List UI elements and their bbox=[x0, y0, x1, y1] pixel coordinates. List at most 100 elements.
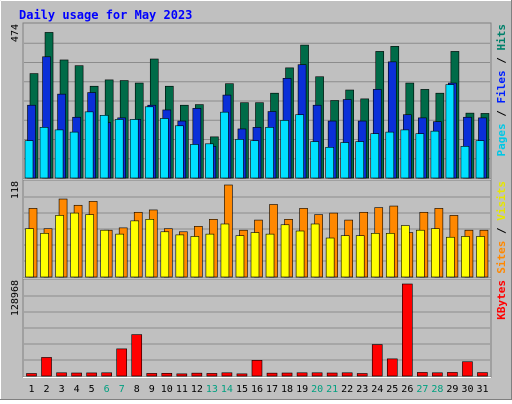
bar-pages-day-21 bbox=[325, 147, 334, 179]
legend-sites: Sites bbox=[495, 241, 508, 274]
bar-kbytes-day-4 bbox=[71, 372, 82, 377]
bar-sites-day-31 bbox=[476, 236, 485, 278]
legend-separator: / bbox=[495, 104, 508, 124]
bar-kbytes-day-8 bbox=[131, 334, 143, 377]
bar-kbytes-day-16 bbox=[251, 360, 263, 377]
x-tick-label-day-10: 10 bbox=[161, 384, 173, 395]
bar-sites-day-29 bbox=[446, 236, 455, 278]
bar-pages-day-16 bbox=[250, 140, 259, 179]
bar-sites-day-11 bbox=[175, 234, 185, 278]
x-tick-label-day-21: 21 bbox=[326, 384, 338, 395]
x-tick-label-day-25: 25 bbox=[386, 384, 398, 395]
bar-pages-day-18 bbox=[280, 120, 289, 179]
legend-files: Files bbox=[495, 70, 508, 103]
chart-panels: 474 Pages / Files / Hits 118 Sites / Visits… bbox=[10, 22, 508, 378]
bar-kbytes-day-26 bbox=[402, 283, 413, 377]
bar-kbytes-day-29 bbox=[447, 372, 458, 377]
bar-sites-day-3 bbox=[55, 215, 64, 278]
x-tick-label-day-27: 27 bbox=[416, 384, 428, 395]
bar-sites-day-15 bbox=[235, 235, 245, 278]
bar-kbytes-day-15 bbox=[236, 373, 248, 377]
bar-kbytes-day-22 bbox=[341, 372, 353, 377]
panel-kbytes: 128968 KBytes bbox=[10, 278, 508, 378]
bar-pages-day-25 bbox=[385, 131, 395, 179]
bar-pages-day-15 bbox=[235, 139, 244, 179]
x-tick-label-day-22: 22 bbox=[341, 384, 353, 395]
bar-sites-day-18 bbox=[280, 224, 290, 278]
panel-hits_files_pages: 474 Pages / Files / Hits bbox=[10, 22, 508, 180]
bar-kbytes-day-19 bbox=[296, 372, 308, 377]
bar-sites-day-24 bbox=[370, 233, 380, 278]
bar-pages-day-2 bbox=[39, 127, 49, 179]
bar-sites-day-20 bbox=[310, 223, 320, 278]
bar-kbytes-day-28 bbox=[432, 372, 443, 377]
legend-visits: Visits bbox=[495, 181, 508, 221]
legend-hits: Hits bbox=[495, 24, 508, 51]
bar-pages-day-19 bbox=[295, 114, 304, 179]
bar-pages-day-22 bbox=[340, 142, 349, 179]
bar-pages-day-6 bbox=[99, 115, 109, 179]
x-tick-label-day-29: 29 bbox=[446, 384, 458, 395]
bar-sites-day-21 bbox=[325, 237, 335, 278]
bar-pages-day-4 bbox=[69, 131, 79, 179]
x-tick-label-day-3: 3 bbox=[59, 384, 65, 395]
bar-sites-day-17 bbox=[265, 233, 275, 278]
bar-sites-day-5 bbox=[85, 214, 94, 278]
panel-legend: Sites / Visits bbox=[495, 181, 508, 274]
bar-kbytes-day-23 bbox=[356, 373, 368, 377]
y-max-label: 128968 bbox=[10, 280, 21, 316]
x-tick-label-day-16: 16 bbox=[251, 384, 263, 395]
bar-kbytes-day-31 bbox=[477, 372, 488, 377]
chart-title: Daily usage for May 2023 bbox=[19, 8, 192, 22]
bar-sites-day-4 bbox=[70, 212, 79, 278]
bar-pages-day-24 bbox=[370, 133, 380, 179]
legend-separator: / bbox=[495, 51, 508, 71]
x-tick-label-day-18: 18 bbox=[281, 384, 293, 395]
bar-sites-day-19 bbox=[295, 230, 305, 278]
bar-pages-day-27 bbox=[415, 133, 425, 179]
bar-kbytes-day-27 bbox=[417, 372, 428, 377]
bar-kbytes-day-12 bbox=[191, 372, 203, 377]
x-tick-label-day-8: 8 bbox=[134, 384, 140, 395]
bar-pages-day-23 bbox=[355, 141, 365, 179]
bar-kbytes-day-13 bbox=[206, 373, 218, 377]
bar-sites-day-13 bbox=[205, 233, 215, 278]
bar-pages-day-3 bbox=[54, 129, 64, 179]
bar-sites-day-7 bbox=[115, 233, 124, 278]
y-max-label: 474 bbox=[10, 24, 21, 42]
bar-pages-day-14 bbox=[220, 111, 229, 179]
bar-pages-day-8 bbox=[129, 119, 139, 179]
x-tick-label-day-11: 11 bbox=[176, 384, 188, 395]
x-tick-label-day-2: 2 bbox=[44, 384, 50, 395]
legend-separator: / bbox=[495, 221, 508, 241]
bar-sites-day-16 bbox=[250, 232, 260, 278]
bar-kbytes-day-21 bbox=[326, 372, 338, 377]
x-tick-label-day-1: 1 bbox=[29, 384, 35, 395]
bar-pages-day-29 bbox=[445, 84, 455, 179]
bar-sites-day-27 bbox=[416, 229, 425, 278]
bar-pages-day-30 bbox=[460, 146, 470, 179]
bar-pages-day-31 bbox=[475, 140, 485, 179]
bar-pages-day-10 bbox=[159, 118, 169, 179]
bar-sites-day-23 bbox=[355, 235, 365, 278]
legend-pages: Pages bbox=[495, 123, 508, 156]
bar-kbytes-day-17 bbox=[266, 372, 278, 377]
bar-kbytes-day-24 bbox=[371, 344, 383, 377]
x-tick-label-day-6: 6 bbox=[104, 384, 110, 395]
x-tick-label-day-7: 7 bbox=[119, 384, 125, 395]
bar-sites-day-12 bbox=[190, 236, 200, 278]
bar-kbytes-day-3 bbox=[56, 372, 67, 377]
bar-sites-day-25 bbox=[385, 233, 395, 278]
bar-kbytes-day-9 bbox=[146, 373, 158, 377]
x-tick-label-day-4: 4 bbox=[74, 384, 80, 395]
bar-pages-day-28 bbox=[430, 130, 440, 179]
bar-pages-day-5 bbox=[84, 111, 94, 179]
bar-kbytes-day-5 bbox=[86, 372, 97, 377]
bar-kbytes-day-18 bbox=[281, 372, 293, 377]
bar-kbytes-day-14 bbox=[221, 372, 233, 377]
bar-sites-day-9 bbox=[145, 219, 155, 278]
bar-kbytes-day-6 bbox=[101, 372, 112, 377]
